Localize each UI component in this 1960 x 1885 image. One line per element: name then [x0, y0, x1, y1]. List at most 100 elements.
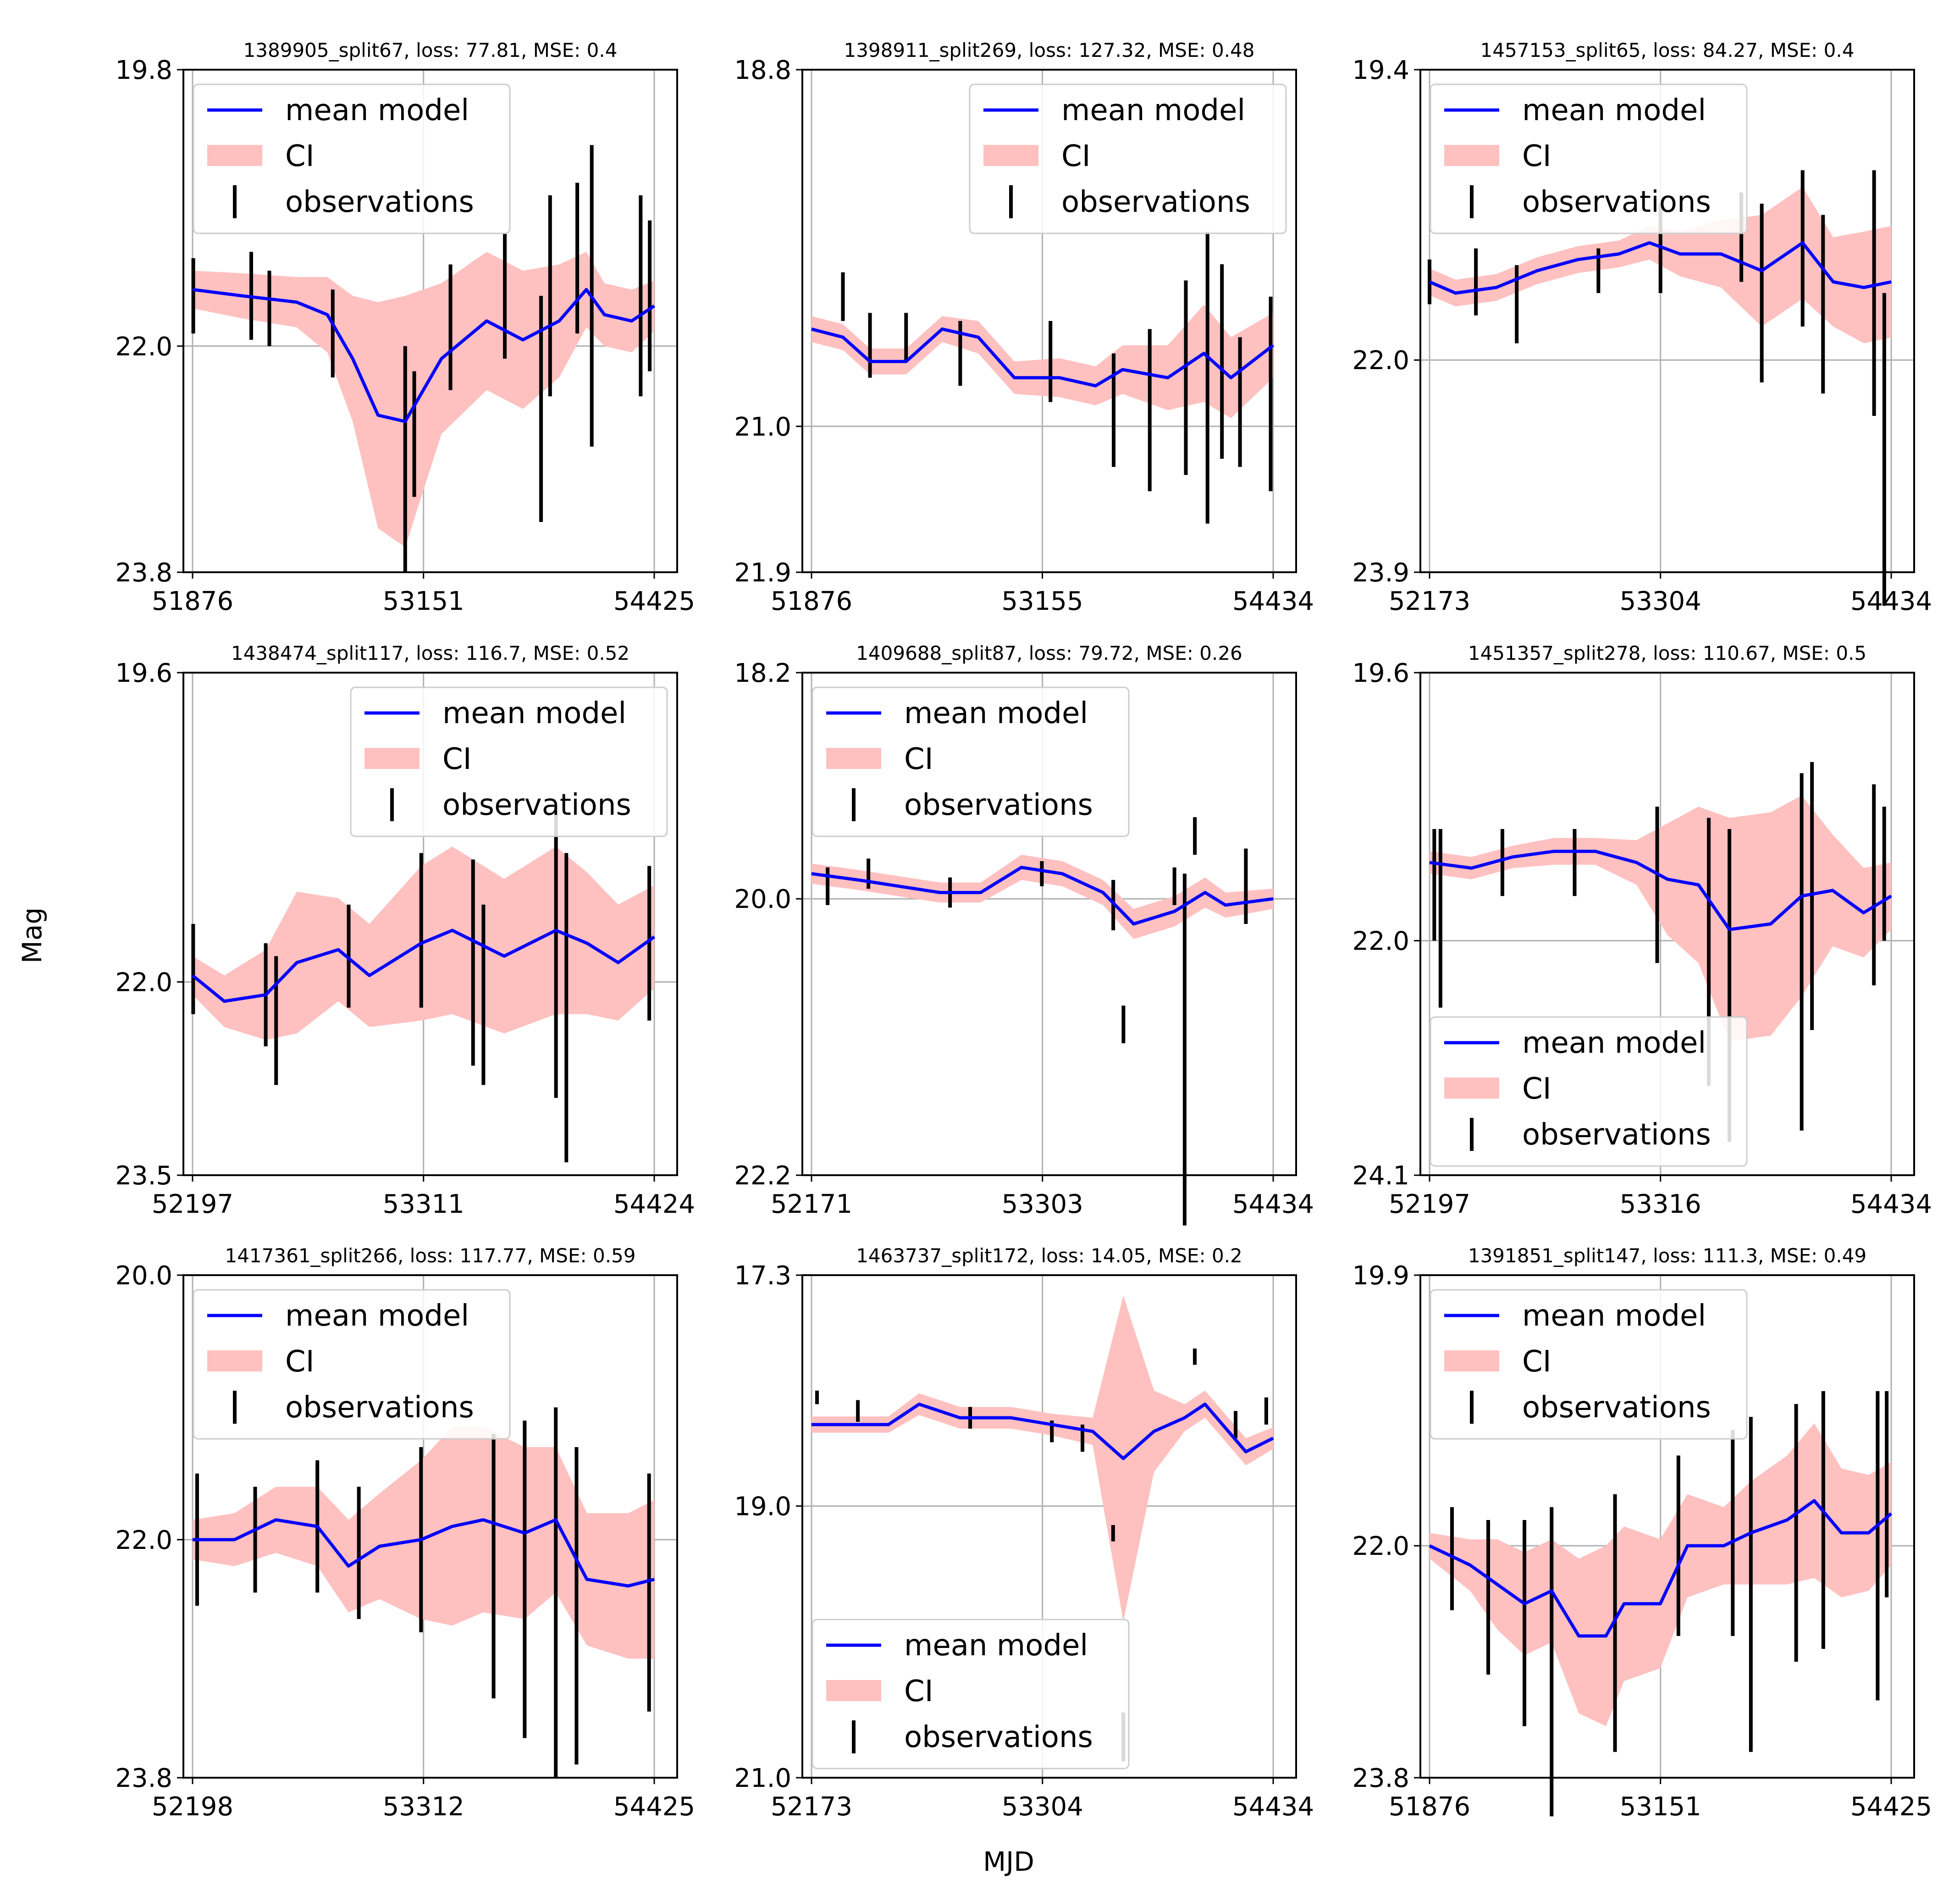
subplot-2[interactable]: 1398911_split269, loss: 127.32, MSE: 0.4…	[734, 39, 1314, 616]
y-tick-label: 18.8	[734, 55, 791, 85]
legend-label: mean model	[1522, 1026, 1706, 1060]
y-tick-label: 19.4	[1352, 55, 1409, 85]
legend-label: observations	[904, 788, 1093, 822]
ci-band	[812, 304, 1273, 419]
legend-ci-swatch	[983, 145, 1038, 166]
legend-box	[812, 686, 1130, 837]
legend-box	[812, 1619, 1130, 1769]
y-tick-label: 19.6	[1352, 658, 1409, 688]
y-tick-label: 22.0	[115, 967, 172, 997]
legend-box	[350, 686, 668, 837]
subplot-title: 1463737_split172, loss: 14.05, MSE: 0.2	[856, 1244, 1242, 1267]
legend: mean model CI observations	[1430, 83, 1748, 234]
legend-label: CI	[285, 1345, 315, 1379]
x-tick-label: 53155	[1001, 586, 1083, 616]
y-tick-label: 23.9	[1352, 558, 1409, 588]
legend: mean model CI observations	[1430, 1289, 1748, 1440]
y-tick-label: 22.0	[115, 1526, 172, 1555]
legend-label: observations	[285, 185, 474, 219]
y-tick-label: 24.1	[1352, 1161, 1409, 1191]
subplot-8[interactable]: 1463737_split172, loss: 14.05, MSE: 0.2 5…	[734, 1244, 1314, 1822]
legend-box	[1430, 1016, 1748, 1167]
legend-ci-swatch	[1444, 145, 1499, 166]
axes-frame	[801, 672, 1297, 1176]
y-tick-label: 23.8	[115, 558, 172, 588]
legend-ci-swatch	[364, 748, 420, 769]
x-tick-label: 52198	[152, 1792, 233, 1822]
x-tick-label: 53303	[1002, 1189, 1083, 1219]
x-tick-label: 54434	[1232, 1189, 1314, 1219]
y-tick-label: 21.0	[734, 412, 791, 442]
legend-ci-swatch	[207, 1350, 262, 1371]
legend-label: CI	[904, 1675, 933, 1708]
subplot-title: 1457153_split65, loss: 84.27, MSE: 0.4	[1480, 39, 1855, 61]
legend-label: mean model	[1522, 94, 1706, 127]
subplot-9[interactable]: 1391851_split147, loss: 111.3, MSE: 0.49…	[1352, 1244, 1932, 1822]
y-tick-label: 17.3	[734, 1261, 791, 1291]
legend-label: observations	[1522, 185, 1711, 219]
subplot-3[interactable]: 1457153_split65, loss: 84.27, MSE: 0.4 52…	[1352, 39, 1932, 616]
subplot-title: 1438474_split117, loss: 116.7, MSE: 0.52	[231, 642, 629, 664]
ci-band	[193, 252, 654, 547]
legend-label: mean model	[1522, 1299, 1706, 1333]
x-tick-label: 54434	[1232, 586, 1314, 616]
legend: mean model CI observations	[193, 1289, 511, 1440]
x-tick-label: 53151	[1620, 1792, 1701, 1822]
subplot-4[interactable]: 1438474_split117, loss: 116.7, MSE: 0.52…	[115, 642, 695, 1219]
legend-label: observations	[442, 788, 631, 822]
legend-label: mean model	[904, 1629, 1088, 1663]
mean-model-line	[811, 327, 1275, 387]
legend-label: CI	[1522, 139, 1551, 173]
legend-label: observations	[1522, 1391, 1711, 1425]
y-tick-label: 22.0	[115, 332, 172, 362]
legend-ci-swatch	[207, 145, 262, 166]
legend-ci-swatch	[1444, 1078, 1499, 1099]
subplot-1[interactable]: 1389905_split67, loss: 77.81, MSE: 0.4 51…	[115, 39, 695, 616]
axes-frame	[1419, 672, 1915, 1176]
y-tick-label: 22.2	[734, 1161, 791, 1191]
subplot-title: 1451357_split278, loss: 110.67, MSE: 0.5	[1468, 642, 1866, 664]
axes-frame	[801, 1274, 1297, 1779]
x-tick-label: 52197	[152, 1189, 233, 1219]
y-tick-label: 20.0	[115, 1261, 172, 1291]
y-tick-label: 22.0	[1352, 1531, 1409, 1561]
y-tick-label: 19.6	[115, 658, 172, 688]
mean-model-line	[812, 1402, 1274, 1460]
subplot-6[interactable]: 1451357_split278, loss: 110.67, MSE: 0.5…	[1352, 642, 1932, 1219]
mean-model-line	[193, 1518, 655, 1588]
subplot-title: 1417361_split266, loss: 117.77, MSE: 0.5…	[225, 1244, 635, 1267]
subplot-title: 1409688_split87, loss: 79.72, MSE: 0.26	[856, 642, 1242, 664]
x-tick-label: 51876	[771, 586, 852, 616]
legend-box	[193, 1289, 511, 1440]
x-tick-label: 51876	[1389, 1792, 1470, 1822]
legend-ci-swatch	[826, 748, 881, 769]
legend-box	[1430, 1289, 1748, 1440]
ci-band	[193, 1427, 654, 1659]
legend-label: observations	[904, 1720, 1093, 1754]
legend-label: CI	[1061, 139, 1091, 173]
subplot-7[interactable]: 1417361_split266, loss: 117.77, MSE: 0.5…	[115, 1244, 695, 1822]
axes-frame	[182, 672, 678, 1176]
x-tick-label: 54425	[613, 1792, 695, 1822]
x-tick-label: 53304	[1002, 1792, 1083, 1822]
y-tick-label: 19.9	[1352, 1261, 1409, 1291]
ci-band	[1430, 1423, 1891, 1726]
x-tick-label: 53316	[1620, 1189, 1701, 1219]
legend: mean model CI observations	[1430, 1016, 1748, 1167]
x-tick-label: 52173	[771, 1792, 852, 1822]
y-tick-label: 23.8	[115, 1763, 172, 1793]
legend: mean model CI observations	[193, 83, 511, 234]
y-tick-label: 21.9	[734, 558, 791, 588]
x-axis-label: MJD	[983, 1846, 1034, 1877]
y-tick-label: 20.0	[734, 884, 791, 914]
y-axis-label: Mag	[17, 907, 48, 963]
legend-label: observations	[285, 1391, 474, 1425]
subplot-grid: 1389905_split67, loss: 77.81, MSE: 0.4 51…	[115, 39, 1932, 1822]
axes-frame	[1419, 1274, 1915, 1779]
x-tick-label: 54425	[1850, 1792, 1932, 1822]
legend-label: observations	[1522, 1118, 1711, 1152]
subplot-5[interactable]: 1409688_split87, loss: 79.72, MSE: 0.26 5…	[734, 642, 1314, 1226]
mean-model-line	[191, 929, 656, 1003]
y-tick-label: 19.8	[115, 55, 172, 85]
